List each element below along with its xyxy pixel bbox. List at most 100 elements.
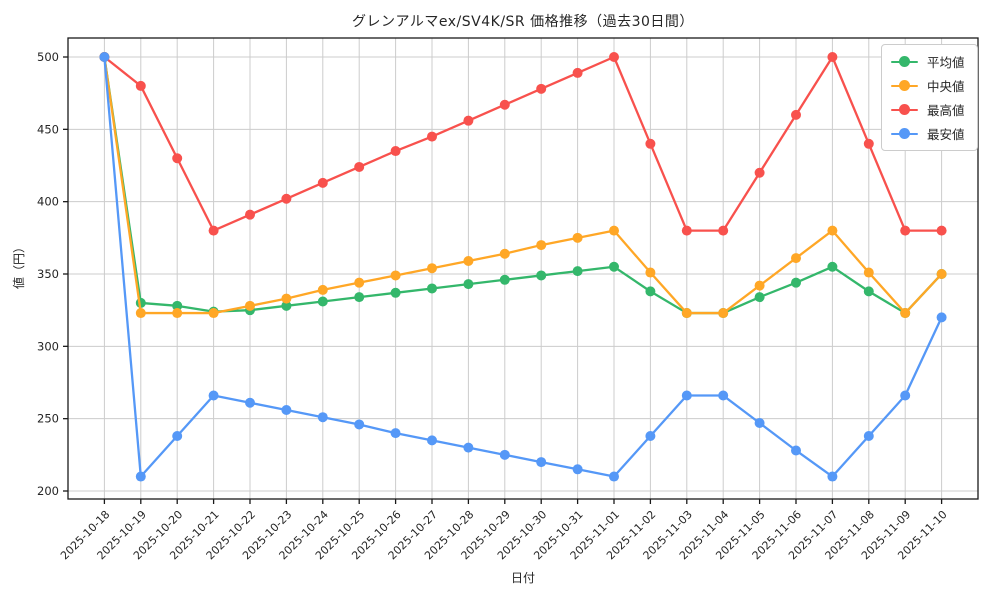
data-point-average: [754, 292, 765, 303]
x-axis-title: 日付: [510, 571, 535, 585]
data-point-lowest: [645, 431, 656, 442]
data-point-lowest: [245, 397, 255, 408]
legend-item-highest: 最高値: [891, 98, 965, 121]
data-point-highest: [827, 52, 838, 62]
data-point-median: [609, 225, 619, 236]
data-point-lowest: [900, 390, 911, 401]
data-point-median: [354, 277, 365, 288]
legend-label-lowest: 最安値: [927, 127, 965, 142]
data-point-highest: [427, 131, 437, 142]
data-point-average: [427, 283, 437, 294]
legend-label-median: 中央値: [927, 79, 965, 94]
data-point-highest: [900, 225, 911, 236]
legend-marker-median: [891, 80, 918, 92]
data-point-average: [172, 300, 183, 311]
data-point-median: [936, 269, 947, 279]
data-point-lowest: [281, 404, 292, 415]
data-point-average: [791, 277, 801, 288]
data-point-median: [863, 267, 874, 278]
data-point-highest: [609, 52, 619, 62]
data-point-lowest: [208, 390, 219, 401]
data-point-highest: [718, 225, 729, 236]
data-point-lowest: [536, 457, 547, 468]
data-point-highest: [317, 177, 328, 188]
legend-item-median: 中央値: [891, 74, 965, 97]
data-point-highest: [936, 225, 947, 236]
data-point-median: [572, 232, 583, 243]
data-point-lowest: [172, 431, 183, 442]
data-point-lowest: [827, 471, 838, 482]
data-point-lowest: [791, 445, 801, 456]
data-point-median: [135, 308, 146, 319]
legend-label-average: 平均値: [927, 55, 965, 70]
data-point-highest: [572, 67, 583, 78]
data-point-highest: [863, 138, 874, 149]
data-point-lowest: [863, 431, 874, 442]
y-tick-label: 400: [37, 195, 59, 209]
data-point-lowest: [754, 418, 765, 429]
data-point-highest: [499, 99, 510, 110]
y-tick-label: 300: [37, 339, 59, 353]
data-point-highest: [281, 193, 292, 204]
data-point-highest: [645, 138, 656, 149]
y-axis-title: 値（円）: [12, 241, 26, 290]
data-point-median: [791, 253, 801, 264]
data-point-lowest: [317, 412, 328, 423]
data-point-lowest: [99, 52, 110, 62]
data-point-median: [427, 263, 437, 274]
data-point-median: [900, 308, 911, 319]
data-point-lowest: [390, 428, 401, 439]
data-point-highest: [791, 109, 801, 120]
data-point-highest: [754, 167, 765, 178]
series-line-lowest: [103, 55, 943, 478]
y-tick-label: 350: [37, 267, 59, 281]
data-point-average: [499, 274, 510, 285]
chart-title: グレンアルマex/SV4K/SR 価格推移（過去30日間）: [352, 14, 694, 30]
data-point-average: [572, 266, 583, 277]
data-point-median: [317, 284, 328, 295]
data-point-lowest: [135, 471, 146, 482]
data-point-median: [499, 248, 510, 259]
legend-label-highest: 最高値: [927, 103, 965, 118]
data-point-highest: [208, 225, 219, 236]
data-point-average: [281, 300, 292, 311]
y-tick-label: 200: [37, 484, 59, 498]
data-point-lowest: [463, 442, 474, 453]
data-point-median: [208, 308, 219, 319]
data-point-lowest: [572, 464, 583, 475]
data-point-lowest: [354, 419, 365, 430]
data-point-median: [754, 280, 765, 291]
data-point-average: [390, 287, 401, 298]
data-point-highest: [245, 209, 255, 220]
legend-marker-average: [891, 56, 918, 68]
legend-marker-highest: [891, 104, 918, 116]
series-line-median: [103, 55, 943, 315]
legend: 平均値中央値最高値最安値: [881, 44, 978, 151]
series-line-average: [103, 55, 943, 315]
legend-marker-lowest: [891, 128, 918, 140]
data-point-lowest: [936, 312, 947, 323]
data-point-median: [245, 300, 255, 311]
data-point-median: [645, 267, 656, 278]
data-point-average: [609, 261, 619, 272]
y-tick-label: 500: [37, 50, 59, 64]
data-point-median: [827, 225, 838, 236]
data-point-lowest: [427, 435, 437, 446]
data-point-median: [390, 270, 401, 281]
series-line-highest: [103, 55, 943, 232]
data-point-median: [681, 308, 692, 319]
data-point-highest: [390, 146, 401, 157]
data-point-average: [827, 261, 838, 272]
data-point-average: [317, 296, 328, 307]
data-point-median: [536, 240, 547, 251]
data-point-highest: [172, 153, 183, 164]
data-point-median: [281, 293, 292, 304]
y-tick-label: 250: [37, 412, 59, 426]
y-tick-label: 450: [37, 122, 59, 136]
data-point-highest: [354, 161, 365, 172]
data-point-average: [354, 292, 365, 303]
data-point-median: [463, 255, 474, 266]
data-point-lowest: [609, 471, 619, 482]
